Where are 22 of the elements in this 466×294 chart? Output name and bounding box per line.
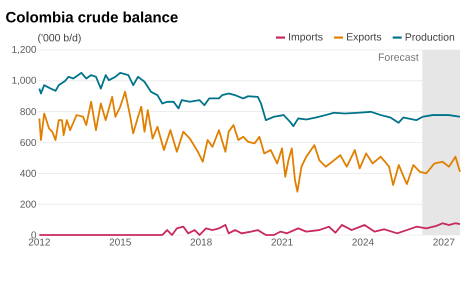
y-tick-label: 0 bbox=[31, 231, 36, 239]
y-axis-title: ('000 b/d) bbox=[38, 34, 81, 44]
y-tick-label: 200 bbox=[20, 200, 36, 208]
x-tick-label: 2027 bbox=[433, 238, 454, 246]
legend-label: Production bbox=[406, 33, 454, 41]
x-tick-label: 2024 bbox=[352, 238, 374, 246]
y-tick-label: 600 bbox=[20, 138, 36, 146]
y-tick-label: 400 bbox=[20, 170, 36, 177]
y-tick-label: 1,000 bbox=[12, 76, 36, 85]
x-tick-label: 2018 bbox=[190, 238, 212, 246]
legend-label: Exports bbox=[347, 33, 382, 43]
legend-label: Imports bbox=[289, 33, 323, 43]
x-tick-label: 2012 bbox=[28, 238, 50, 246]
chart-title: Colombia crude balance bbox=[6, 12, 178, 22]
y-tick-label: 800 bbox=[20, 108, 36, 116]
band-label: Forecast bbox=[378, 54, 419, 61]
line-series bbox=[38, 90, 461, 193]
line-series bbox=[38, 222, 461, 236]
y-tick-label: 1,200 bbox=[12, 46, 36, 54]
x-tick-label: 2021 bbox=[271, 238, 293, 246]
line-series bbox=[38, 72, 461, 128]
x-tick-label: 2015 bbox=[110, 238, 131, 246]
